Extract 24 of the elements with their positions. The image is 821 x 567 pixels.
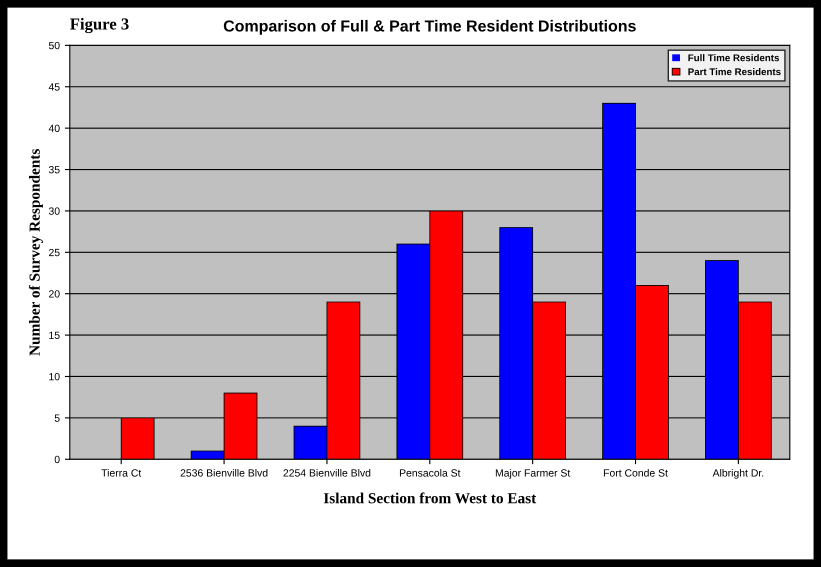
legend-label: Full Time Residents — [688, 54, 780, 62]
x-axis-title: Island Section from West to East — [324, 492, 536, 504]
y-tick-label: 50 — [48, 42, 60, 50]
y-tick-label: 40 — [48, 124, 60, 132]
y-tick-label: 0 — [54, 456, 60, 464]
y-tick-label: 10 — [49, 372, 60, 380]
y-tick-label: 25 — [49, 248, 60, 256]
y-tick-label: 15 — [49, 332, 60, 339]
y-tick-label: 5 — [54, 414, 60, 422]
y-axis-title: Number of Survey Respondents — [28, 149, 43, 356]
y-tick-label: 20 — [49, 290, 60, 298]
x-tick-label: Albright Dr. — [712, 468, 764, 479]
caption: Figure 3 — [70, 18, 129, 34]
x-tick-label: 2254 Bienville Blvd — [283, 468, 370, 477]
x-tick-label: Major Farmer St — [496, 468, 570, 479]
chart-title: Comparison of Full & Part Time Resident Distributions — [224, 20, 636, 35]
legend-label: Part Time Residents — [688, 68, 781, 76]
y-tick-label: 45 — [48, 83, 60, 91]
x-tick-label: Tierra Ct — [101, 468, 142, 477]
x-tick-label: Pensacola St — [400, 468, 460, 477]
y-tick-label: 35 — [48, 166, 60, 174]
y-tick-label: 30 — [48, 207, 60, 215]
x-tick-label: 2536 Bienville Blvd — [180, 468, 268, 477]
x-tick-label: Fort Conde St — [604, 468, 668, 477]
